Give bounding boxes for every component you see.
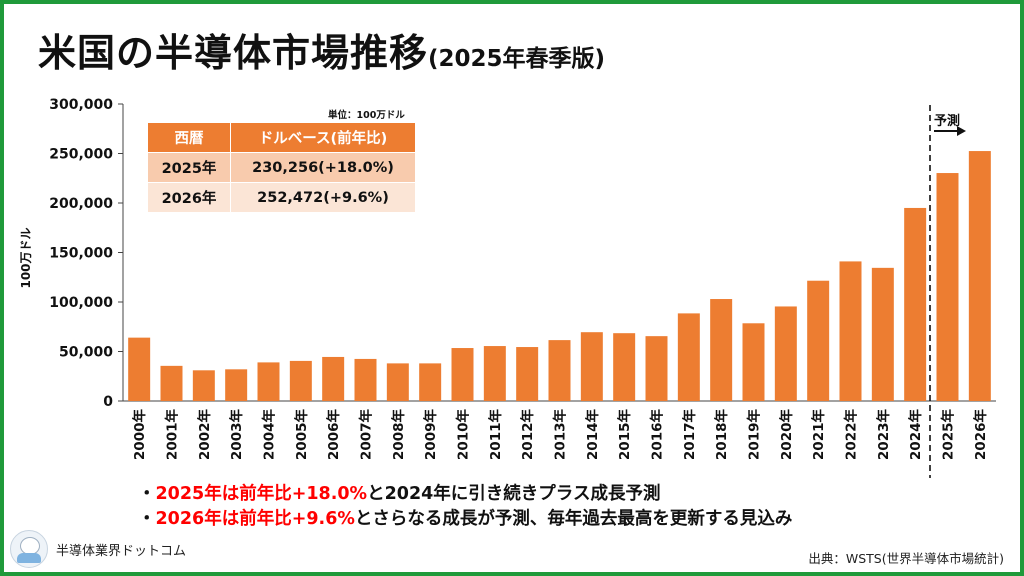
- table-header-year: 西暦: [147, 122, 231, 153]
- y-tick-label: 300,000: [49, 97, 113, 113]
- x-tick-label: 2018年: [713, 409, 730, 461]
- site-name: 半導体業界ドットコム: [56, 543, 187, 559]
- x-tick-label: 2019年: [746, 409, 763, 461]
- table-cell-value: 230,256(+18.0%): [230, 152, 416, 183]
- bullet-highlight: 2025年は前年比+18.0%: [155, 484, 368, 504]
- bullet-text: と2024年に引き続きプラス成長予測: [367, 484, 661, 504]
- y-tick-label: 250,000: [49, 147, 113, 163]
- table-row: 2026年 252,472(+9.6%): [147, 182, 416, 213]
- summary-table: 西暦 ドルベース(前年比) 2025年 230,256(+18.0%) 2026…: [147, 122, 416, 213]
- x-tick-label: 2020年: [778, 409, 795, 461]
- bar: [936, 173, 959, 401]
- x-tick-label: 2005年: [293, 409, 310, 461]
- table-header-value: ドルベース(前年比): [230, 122, 416, 153]
- x-tick-label: 2006年: [325, 409, 342, 461]
- title-subtitle: (2025年春季版): [428, 46, 606, 72]
- mascot-logo-icon: [10, 530, 48, 568]
- bar: [677, 313, 700, 401]
- y-tick-label: 150,000: [49, 246, 113, 262]
- x-tick-label: 2014年: [584, 409, 601, 461]
- bar: [839, 261, 862, 401]
- bar: [742, 323, 765, 401]
- bullet-marker: ・: [138, 509, 156, 529]
- bar: [871, 267, 894, 401]
- bullet-marker: ・: [138, 484, 156, 504]
- x-tick-label: 2025年: [940, 409, 957, 461]
- y-tick-label: 50,000: [59, 345, 113, 361]
- x-tick-label: 2022年: [843, 409, 860, 461]
- table-cell-year: 2025年: [147, 152, 231, 183]
- bullet-item: ・2026年は前年比+9.6%とさらなる成長が予測、毎年過去最高を更新する見込み: [138, 507, 792, 532]
- bar: [257, 362, 280, 401]
- y-axis-ticks: 0 50,000 100,000 150,000 200,000 250,000 300,0…: [49, 97, 123, 410]
- bar: [613, 333, 636, 401]
- bar: [160, 365, 183, 401]
- table-unit-note: 単位：100万ドル: [328, 110, 405, 121]
- x-tick-label: 2015年: [616, 409, 633, 461]
- forecast-arrow-head: [957, 126, 966, 136]
- table-header-row: 西暦 ドルベース(前年比): [147, 122, 416, 153]
- bar: [904, 207, 927, 401]
- table-cell-year: 2026年: [147, 182, 231, 213]
- x-tick-label: 2002年: [196, 409, 213, 461]
- x-tick-label: 2017年: [681, 409, 698, 461]
- x-tick-label: 2003年: [228, 409, 245, 461]
- bar: [451, 348, 474, 401]
- x-tick-label: 2013年: [552, 409, 569, 461]
- y-tick-label: 200,000: [49, 196, 113, 212]
- x-tick-label: 2007年: [358, 409, 375, 461]
- source-note: 出典：WSTS(世界半導体市場統計): [808, 551, 1004, 566]
- x-tick-label: 2016年: [649, 409, 666, 461]
- bullet-text: とさらなる成長が予測、毎年過去最高を更新する見込み: [354, 509, 793, 529]
- x-tick-label: 2026年: [972, 409, 989, 461]
- bar: [968, 151, 991, 401]
- chart-bars: [128, 151, 991, 401]
- bar: [225, 369, 248, 401]
- table-row: 2025年 230,256(+18.0%): [147, 152, 416, 183]
- table-cell-value: 252,472(+9.6%): [230, 182, 416, 213]
- y-tick-label: 0: [103, 394, 113, 410]
- x-tick-label: 2010年: [455, 409, 472, 461]
- x-tick-label: 2000年: [131, 409, 148, 461]
- bar: [386, 363, 409, 401]
- bar: [192, 370, 215, 401]
- bar: [645, 336, 668, 401]
- summary-bullets: ・2025年は前年比+18.0%と2024年に引き続きプラス成長予測 ・2026…: [138, 482, 792, 532]
- bar: [516, 347, 539, 401]
- bar: [548, 340, 571, 401]
- bar: [128, 337, 151, 401]
- bar: [322, 356, 345, 401]
- y-axis-label: 100万ドル: [19, 227, 33, 288]
- bar: [419, 363, 442, 401]
- title-main: 米国の半導体市場推移: [38, 31, 429, 75]
- bar: [580, 332, 603, 401]
- bar: [483, 346, 506, 401]
- y-tick-label: 100,000: [49, 295, 113, 311]
- bar: [774, 306, 797, 401]
- bullet-highlight: 2026年は前年比+9.6%: [155, 509, 355, 529]
- x-tick-label: 2008年: [390, 409, 407, 461]
- forecast-label: 予測: [934, 114, 961, 129]
- bar: [807, 280, 830, 401]
- x-tick-label: 2023年: [875, 409, 892, 461]
- x-tick-label: 2004年: [261, 409, 278, 461]
- bar: [354, 358, 377, 401]
- x-tick-label: 2001年: [164, 409, 181, 461]
- x-tick-label: 2009年: [422, 409, 439, 461]
- page-title: 米国の半導体市場推移(2025年春季版): [38, 22, 605, 77]
- x-tick-label: 2024年: [907, 409, 924, 461]
- x-tick-label: 2011年: [487, 409, 504, 461]
- x-tick-label: 2012年: [519, 409, 536, 461]
- bar: [710, 299, 733, 401]
- x-axis-ticks: 2000年 2001年 2002年 2003年 2004年 2005年 2006年 2007年…: [131, 409, 989, 461]
- bar: [289, 360, 312, 401]
- x-tick-label: 2021年: [810, 409, 827, 461]
- site-branding: 半導体業界ドットコム: [10, 530, 186, 568]
- bullet-item: ・2025年は前年比+18.0%と2024年に引き続きプラス成長予測: [138, 482, 792, 507]
